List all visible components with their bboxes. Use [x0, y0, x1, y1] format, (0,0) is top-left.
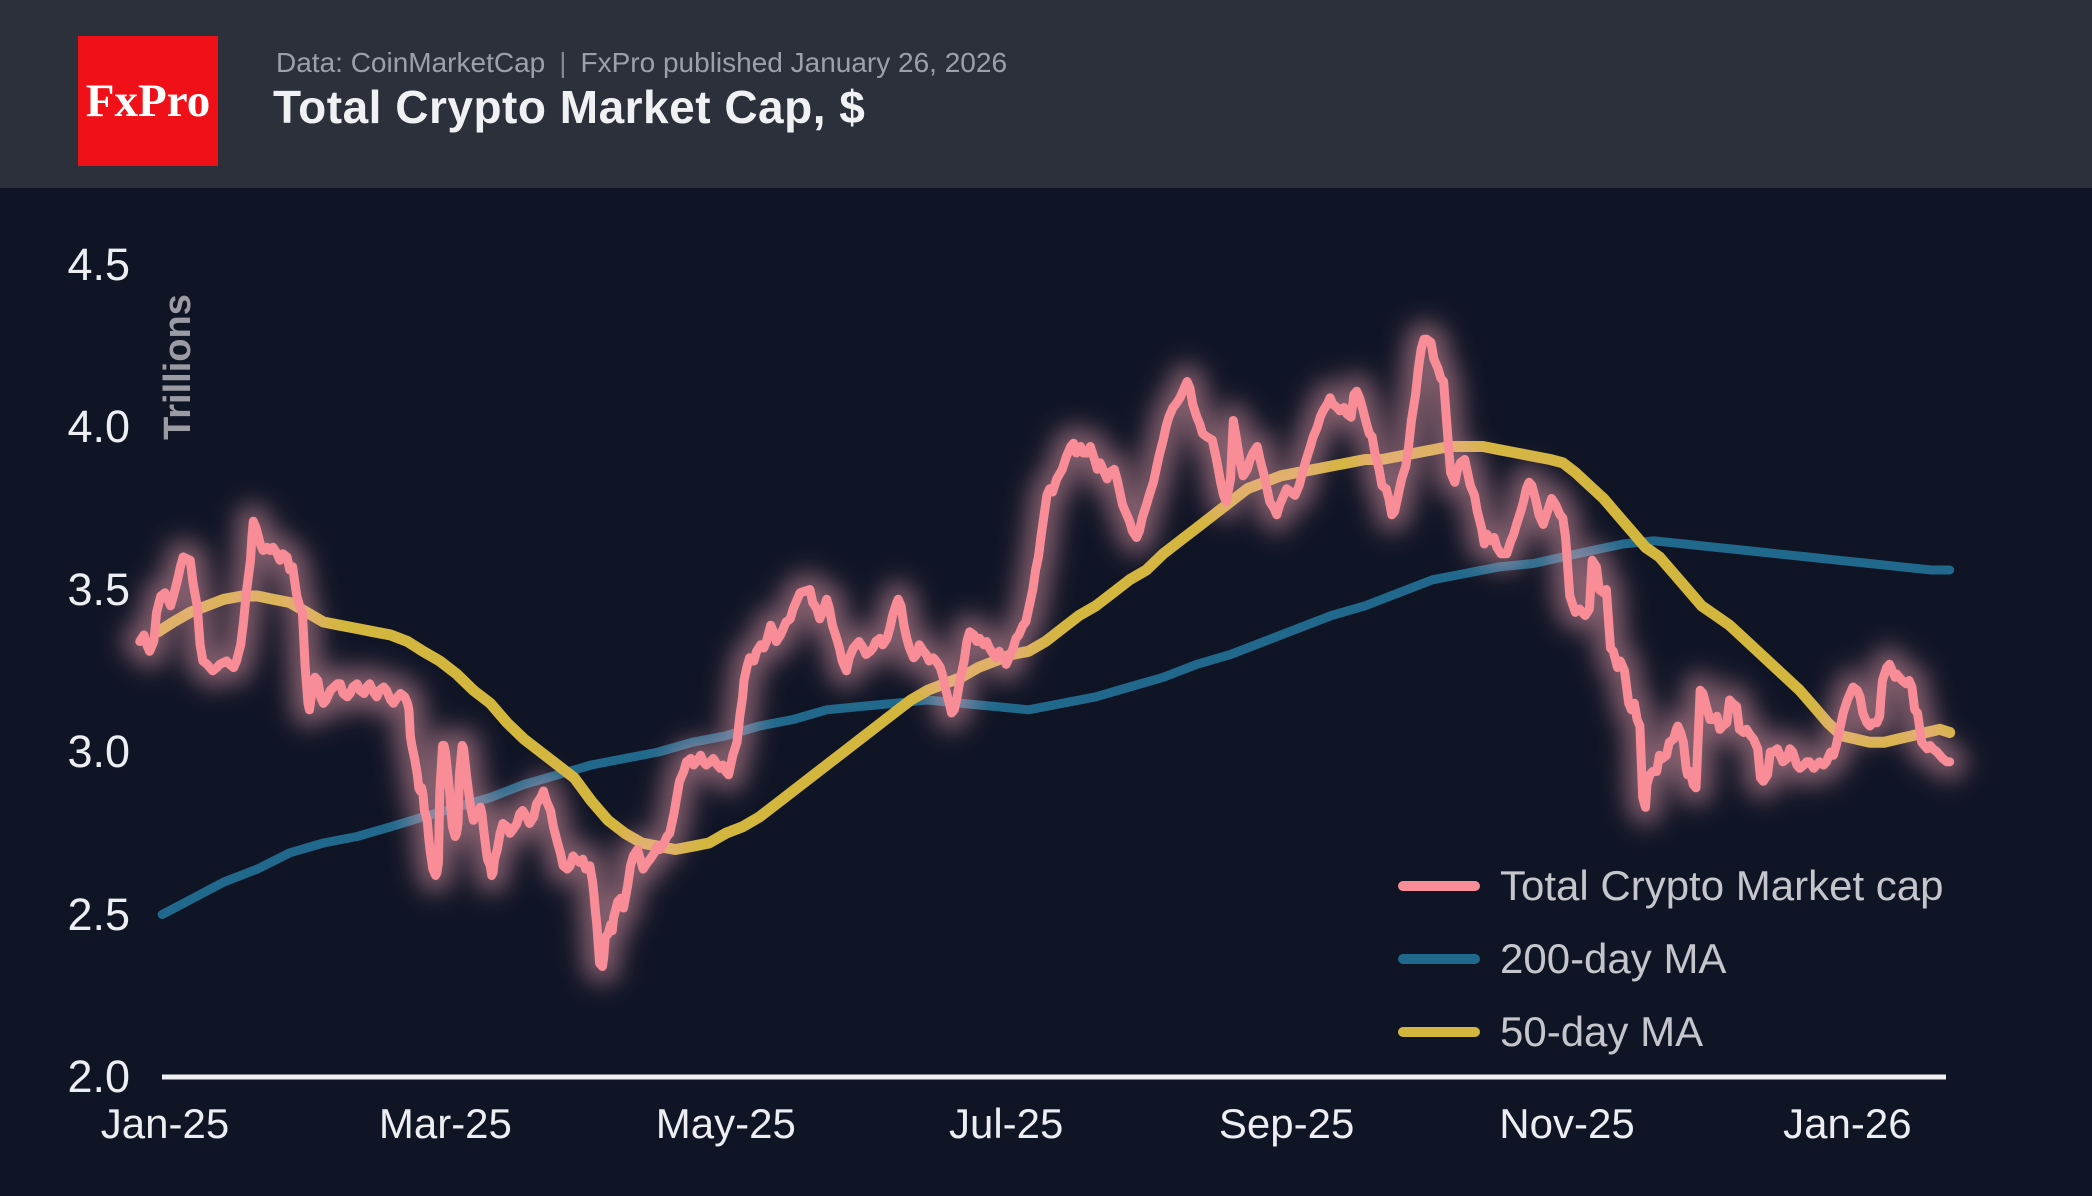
y-tick-label: 2.5: [67, 888, 130, 940]
legend: Total Crypto Market cap 200-day MA 50-day …: [1398, 849, 1944, 1068]
x-tick-label: Mar-25: [378, 1100, 512, 1147]
legend-item: 200-day MA: [1398, 922, 1944, 995]
legend-swatch-2: [1398, 1026, 1480, 1037]
y-axis-title: Trillions: [157, 294, 199, 440]
ma50-line: [152, 441, 1956, 855]
x-tick-label: May-25: [655, 1100, 796, 1147]
y-tick-label: 3.0: [67, 726, 130, 777]
x-tick-label: Jan-26: [1783, 1100, 1912, 1147]
market-cap-line: [135, 334, 1955, 971]
header-bar: FxPro Data: CoinMarketCap | FxPro publishe…: [0, 0, 2092, 188]
caption-divider: |: [559, 47, 567, 78]
legend-item-label: 50-day MA: [1500, 1007, 1704, 1055]
chart-title: Total Crypto Market Cap, $: [273, 81, 866, 133]
fxpro-logo-text: FxPro: [85, 75, 211, 127]
published-text: FxPro published January 26, 2026: [580, 47, 1008, 78]
x-tick-label: Jul-25: [948, 1100, 1064, 1147]
legend-item-label: 200-day MA: [1500, 934, 1727, 982]
source-caption: Data: CoinMarketCap | FxPro published Janu…: [276, 47, 1007, 79]
legend-swatch-1: [1398, 953, 1480, 964]
x-tick-label: Nov-25: [1499, 1100, 1635, 1147]
y-tick-label: 4.5: [67, 238, 130, 290]
y-tick-label: 4.0: [67, 401, 130, 452]
legend-item-label: Total Crypto Market cap: [1500, 861, 1944, 909]
y-tick-label: 3.5: [67, 563, 130, 615]
x-tick-label: Sep-25: [1218, 1100, 1355, 1147]
y-tick-label: 2.0: [67, 1051, 130, 1102]
legend-swatch-0: [1398, 880, 1480, 891]
fxpro-logo: FxPro: [78, 36, 218, 166]
legend-item: 50-day MA: [1398, 995, 1944, 1068]
data-source-text: Data: CoinMarketCap: [276, 47, 546, 78]
legend-item: Total Crypto Market cap: [1398, 849, 1944, 922]
x-tick-label: Jan-25: [100, 1100, 230, 1147]
